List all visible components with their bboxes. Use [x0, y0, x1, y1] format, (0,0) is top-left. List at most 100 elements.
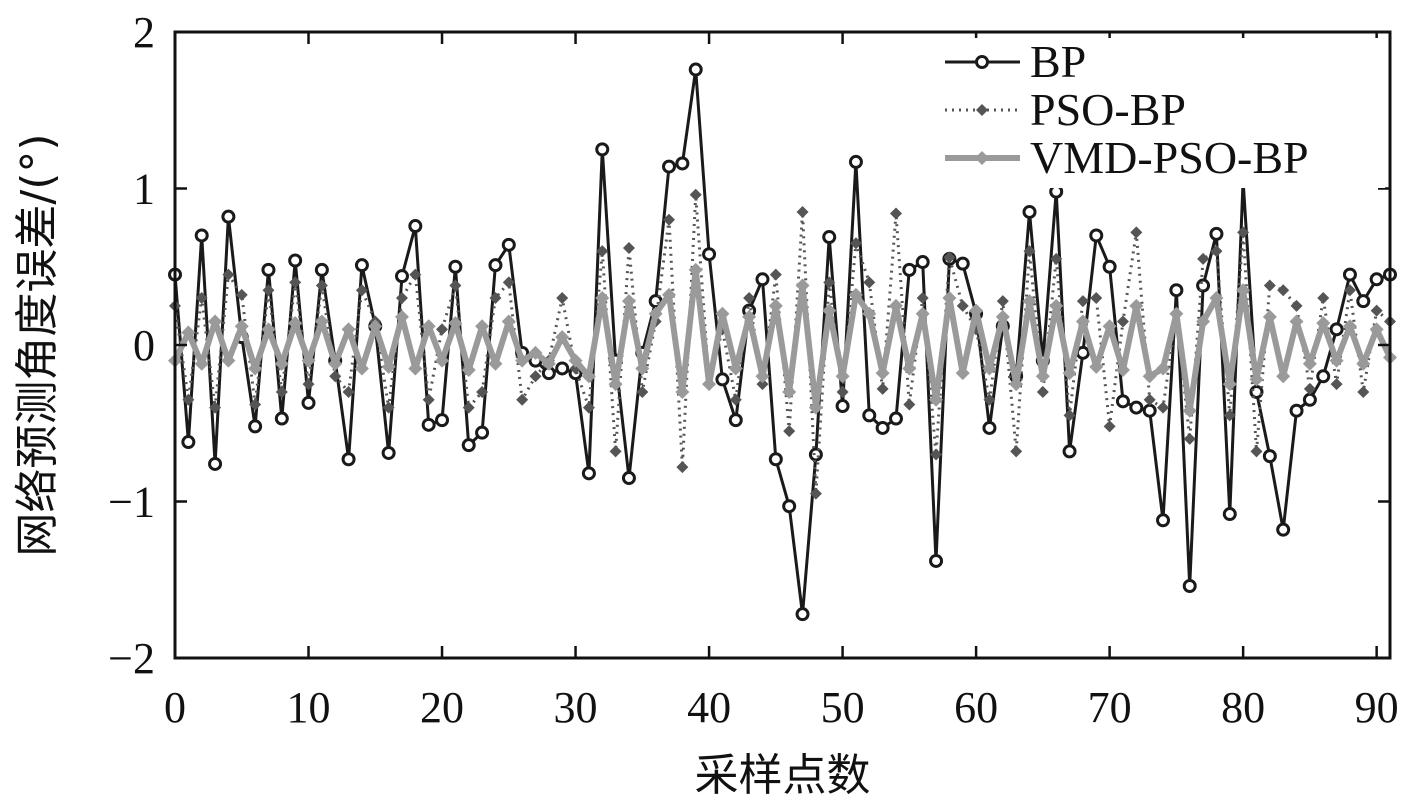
data-point [1369, 272, 1384, 287]
data-point [368, 319, 383, 334]
data-point [1290, 299, 1303, 312]
data-point [1356, 294, 1371, 309]
data-point [502, 276, 515, 289]
data-point [862, 306, 877, 321]
data-point [515, 353, 530, 368]
data-point [1130, 226, 1143, 239]
data-point [902, 262, 917, 277]
data-point [1035, 369, 1050, 384]
data-point [475, 319, 490, 334]
data-point [1289, 314, 1304, 329]
data-point [209, 401, 222, 414]
data-point [342, 385, 355, 398]
data-point [421, 319, 436, 334]
data-point [488, 258, 503, 273]
legend-marker [975, 55, 989, 69]
data-point [1249, 384, 1264, 399]
data-point [1262, 449, 1277, 464]
y-tick-label: 2 [133, 8, 155, 57]
data-point [382, 401, 395, 414]
data-point [1183, 432, 1196, 445]
data-point [475, 425, 490, 440]
data-point [408, 361, 423, 376]
data-point [1209, 226, 1224, 241]
data-point [808, 400, 823, 415]
data-point [742, 309, 757, 324]
data-point [743, 292, 756, 305]
data-point [1090, 292, 1103, 305]
data-point [688, 62, 703, 77]
data-point [235, 288, 248, 301]
data-point [982, 420, 997, 435]
data-point [1169, 306, 1184, 321]
data-point [1237, 226, 1250, 239]
data-point [1142, 403, 1157, 418]
data-point [769, 268, 782, 281]
data-point [1022, 204, 1037, 219]
data-point [261, 322, 276, 337]
data-point [808, 447, 823, 462]
series-vmd-pso-bp [168, 262, 1397, 418]
data-point [462, 401, 475, 414]
data-point [381, 445, 396, 460]
data-point [394, 269, 409, 284]
data-point [929, 553, 944, 568]
data-point [756, 378, 769, 391]
x-tick-label: 30 [554, 683, 598, 732]
data-point [1050, 252, 1063, 265]
data-point [1156, 513, 1171, 528]
data-point [288, 316, 303, 331]
data-point [729, 393, 742, 406]
y-tick-label: 0 [133, 321, 155, 370]
data-point [809, 487, 822, 500]
data-point [822, 230, 837, 245]
data-point [582, 401, 595, 414]
series-line [173, 68, 1391, 616]
data-point [555, 330, 570, 345]
data-point [1302, 356, 1317, 371]
data-point [422, 393, 435, 406]
data-point [221, 209, 236, 224]
x-tick-label: 10 [287, 683, 331, 732]
data-point [943, 251, 956, 264]
data-point [1116, 315, 1129, 328]
data-point [489, 292, 502, 305]
data-point [1102, 319, 1117, 334]
data-point [1075, 345, 1090, 360]
data-point [662, 159, 677, 174]
data-point [581, 369, 596, 384]
data-point [888, 298, 903, 313]
data-point [274, 356, 289, 371]
data-point [1009, 377, 1024, 392]
data-point [1357, 385, 1370, 398]
data-point [1249, 372, 1264, 387]
x-tick-label: 20 [420, 683, 464, 732]
data-point [1129, 298, 1144, 313]
legend-item: VMD-PSO-BP [945, 132, 1309, 183]
data-point [1262, 309, 1277, 324]
y-tick-label: 1 [133, 165, 155, 214]
data-point [301, 395, 316, 410]
data-point [1222, 507, 1237, 522]
data-point [1049, 298, 1064, 313]
data-point [1196, 278, 1211, 293]
legend-marker [976, 104, 988, 116]
data-point [903, 398, 916, 411]
data-point [1236, 283, 1251, 298]
x-tick-label: 70 [1088, 683, 1132, 732]
legend-item: BP [945, 36, 1086, 87]
data-point [1210, 245, 1223, 258]
data-point [461, 438, 476, 453]
data-point [875, 420, 890, 435]
data-point [621, 294, 636, 309]
data-point [394, 309, 409, 324]
data-point [1076, 295, 1089, 308]
data-point [314, 314, 329, 329]
data-point [1169, 283, 1184, 298]
data-point [728, 413, 743, 428]
data-point [1342, 319, 1357, 334]
data-point [755, 272, 770, 287]
data-point [621, 471, 636, 486]
